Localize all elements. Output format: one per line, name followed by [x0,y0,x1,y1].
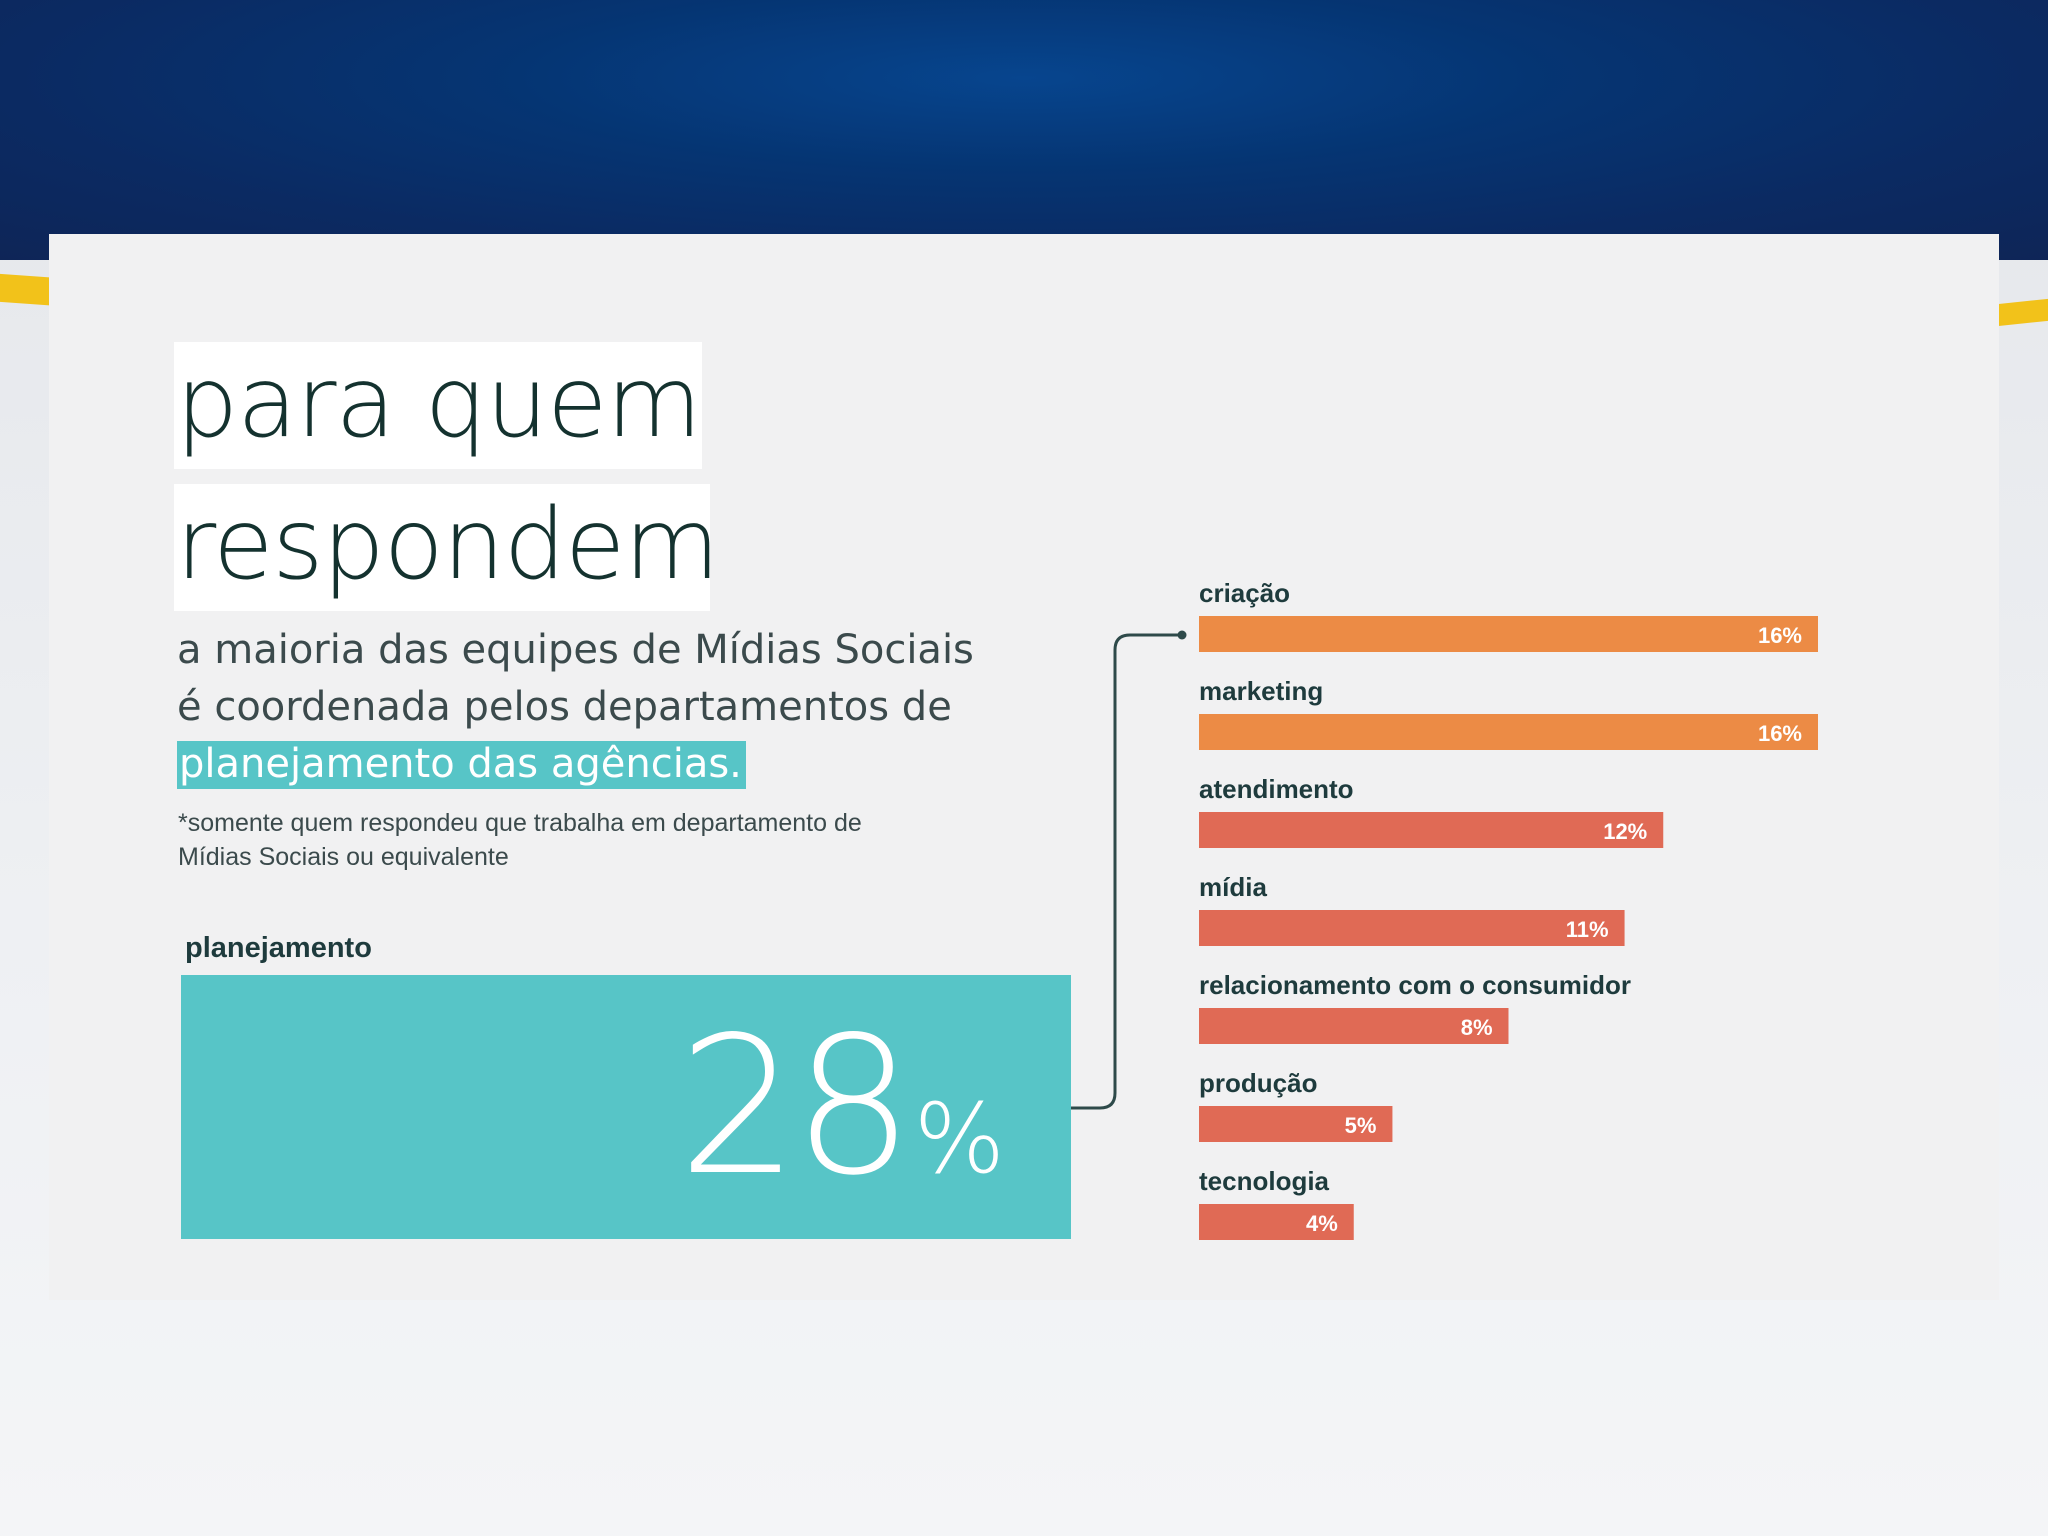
subtitle-line2: é coordenada pelos departamentos de [177,684,952,730]
subtitle-line1: a maioria das equipes de Mídias Sociais [177,627,974,673]
bar-5 [1199,1106,1393,1142]
bar-label-5: produção [1199,1068,1317,1098]
slide-header-band [0,0,2048,260]
footnote-line1: *somente quem respondeu que trabalha em … [178,809,862,837]
bar-3 [1199,910,1625,946]
bar-label-1: marketing [1199,676,1323,706]
bar-label-2: atendimento [1199,774,1354,804]
heading-line2-box [174,484,710,611]
bar-label-4: relacionamento com o consumidor [1199,970,1631,1000]
subtitle-highlight: planejamento das agências. [177,741,746,789]
bar-value-0: 16% [1758,623,1802,648]
heading-line1: para quem [176,346,702,460]
bar-value-6: 4% [1306,1211,1338,1236]
planejamento-value-number: 28 [678,996,914,1217]
bar-label-6: tecnologia [1199,1166,1330,1196]
planejamento-label: planejamento [185,932,372,964]
heading-line2: respondem [176,488,720,602]
subtitle: a maioria das equipes de Mídias Sociais … [177,622,974,793]
bar-value-5: 5% [1345,1113,1377,1138]
planejamento-value: 28% [678,1012,1005,1202]
bar-value-3: 11% [1566,917,1609,942]
bar-4 [1199,1008,1509,1044]
footnote-line2: Mídias Sociais ou equivalente [178,843,509,871]
bar-0 [1199,616,1818,652]
planejamento-bar [181,975,1071,1239]
footnote: *somente quem respondeu que trabalha em … [178,806,938,874]
bar-value-4: 8% [1461,1015,1493,1040]
bar-2 [1199,812,1664,848]
bar-6 [1199,1204,1354,1240]
bar-1 [1199,714,1818,750]
bar-value-2: 12% [1603,819,1647,844]
bar-label-3: mídia [1199,872,1267,902]
bar-value-1: 16% [1758,721,1802,746]
heading-line1-box [174,342,702,469]
bar-label-0: criação [1199,578,1290,608]
planejamento-value-percent: % [913,1083,1005,1195]
